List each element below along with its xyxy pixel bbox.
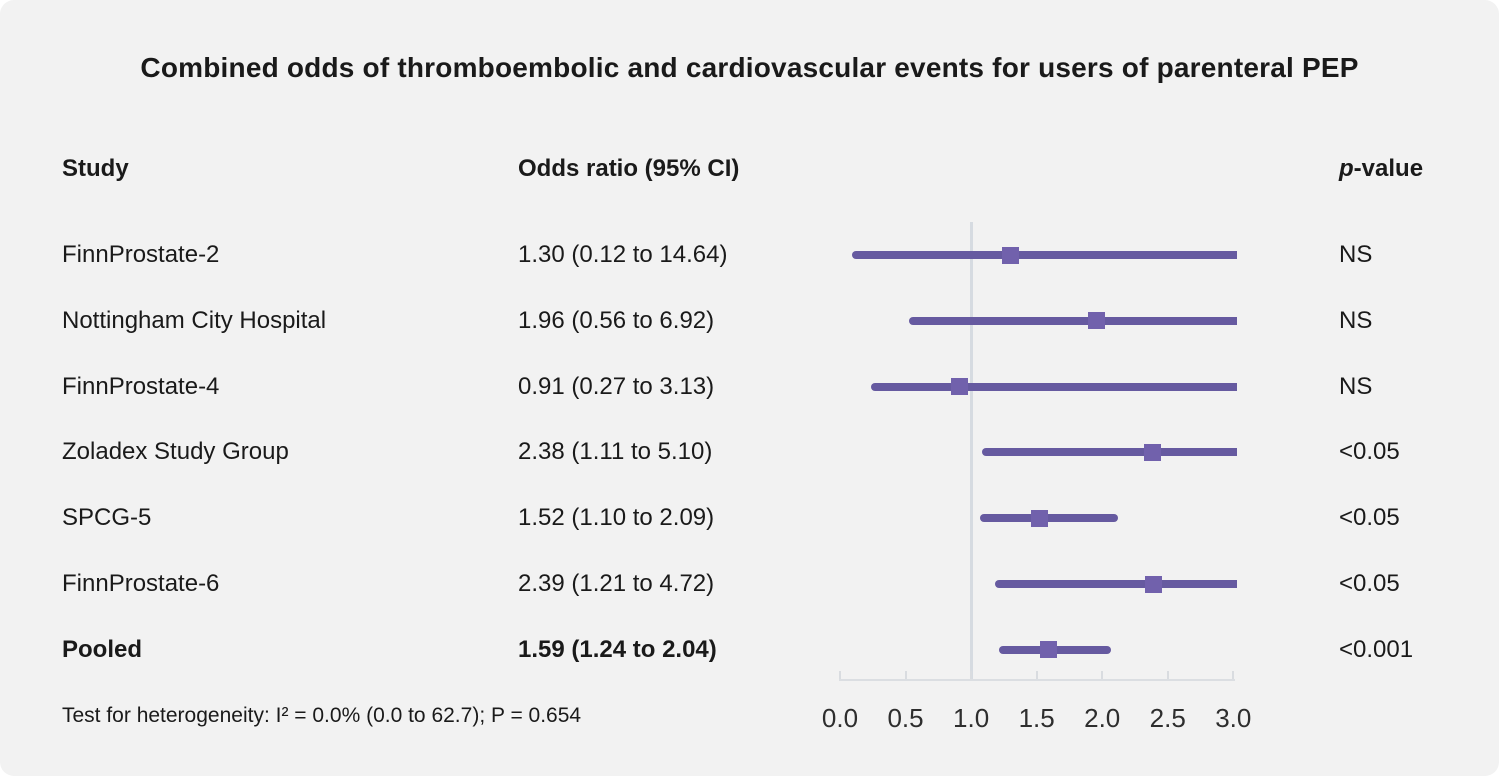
ci-line xyxy=(851,251,1238,259)
odds-ratio-value: 0.91 (0.27 to 3.13) xyxy=(518,372,715,400)
study-label: FinnProstate-4 xyxy=(62,372,220,400)
ci-line xyxy=(981,448,1238,457)
point-estimate-marker xyxy=(1001,246,1019,264)
x-axis-tick xyxy=(1232,671,1235,679)
point-estimate-marker xyxy=(1088,312,1106,330)
x-axis-tick xyxy=(1035,671,1038,679)
x-axis-tick-label: 3.0 xyxy=(1215,703,1252,733)
odds-ratio-value: 1.52 (1.10 to 2.09) xyxy=(518,504,715,532)
odds-ratio-value: 2.38 (1.11 to 5.10) xyxy=(518,438,713,466)
point-estimate-marker xyxy=(1143,443,1161,461)
odds-ratio-value: 1.30 (0.12 to 14.64) xyxy=(518,241,728,268)
odds-ratio-value: 1.59 (1.24 to 2.04) xyxy=(518,635,717,663)
p-value: <0.05 xyxy=(1339,570,1400,598)
x-axis-tick-label: 2.5 xyxy=(1149,703,1186,733)
p-value: <0.001 xyxy=(1339,635,1414,663)
x-axis-tick-label: 1.5 xyxy=(1018,703,1055,733)
column-header-p-value: p-value xyxy=(1339,153,1423,185)
x-axis-tick-label: 0.0 xyxy=(821,703,859,733)
study-label: Pooled xyxy=(62,635,143,663)
x-axis-tick xyxy=(904,671,907,679)
p-value: <0.05 xyxy=(1339,438,1400,466)
column-header-study: Study xyxy=(62,155,129,182)
point-estimate-marker xyxy=(1039,641,1057,659)
x-axis-tick xyxy=(839,671,841,679)
x-axis-tick xyxy=(1166,671,1169,679)
column-header-odds-ratio: Odds ratio (95% CI) xyxy=(518,155,740,182)
point-estimate-marker xyxy=(950,378,968,396)
x-axis-line xyxy=(839,679,1236,681)
odds-ratio-value: 1.96 (0.56 to 6.92) xyxy=(518,306,715,334)
study-label: FinnProstate-6 xyxy=(62,570,220,598)
odds-ratio-value: 2.39 (1.21 to 4.72) xyxy=(518,570,715,598)
x-axis-tick-label: 2.0 xyxy=(1084,703,1121,733)
p-value-header-italic-p: p xyxy=(1339,155,1354,182)
ci-line xyxy=(980,514,1118,523)
chart-title: Combined odds of thromboembolic and card… xyxy=(140,52,1359,83)
p-value: NS xyxy=(1339,306,1373,334)
x-axis-tick-label: 0.5 xyxy=(887,703,924,733)
x-axis-tick xyxy=(970,671,973,679)
reference-line xyxy=(969,222,973,681)
ci-line xyxy=(909,316,1238,325)
study-label: Nottingham City Hospital xyxy=(62,306,327,334)
ci-line xyxy=(871,382,1238,391)
study-label: SPCG-5 xyxy=(62,504,152,532)
p-value: NS xyxy=(1339,241,1373,268)
p-value: NS xyxy=(1339,372,1373,400)
p-value-header-rest: -value xyxy=(1353,155,1424,182)
p-value: <0.05 xyxy=(1339,504,1400,532)
x-axis-tick xyxy=(1101,671,1104,679)
heterogeneity-note: Test for heterogeneity: I² = 0.0% (0.0 t… xyxy=(62,704,582,727)
ci-line xyxy=(994,580,1238,589)
study-label: Zoladex Study Group xyxy=(62,438,289,466)
point-estimate-marker xyxy=(1144,575,1162,593)
x-axis-tick-label: 1.0 xyxy=(953,703,990,733)
study-label: FinnProstate-2 xyxy=(62,241,220,268)
point-estimate-marker xyxy=(1030,509,1048,527)
